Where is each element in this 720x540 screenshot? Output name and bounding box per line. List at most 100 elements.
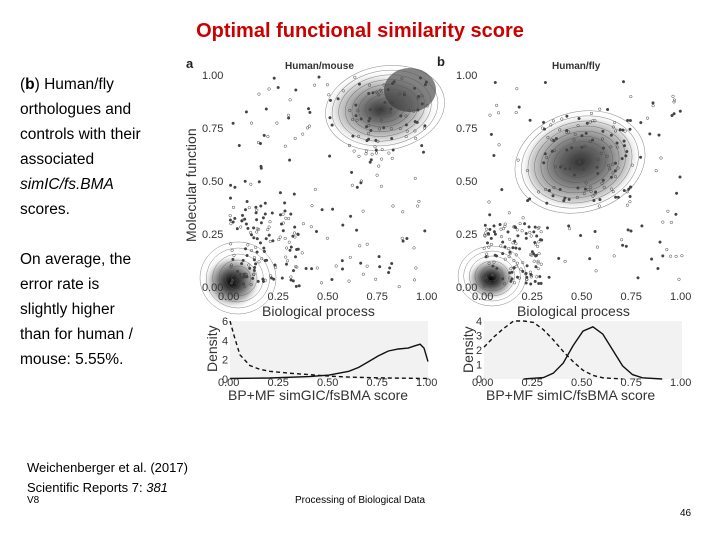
- scatter-point: [252, 236, 256, 240]
- scatter-point: [628, 127, 632, 131]
- scatter-point: [621, 243, 625, 247]
- scatter-point: [377, 112, 381, 116]
- density-x-tick-label: 0.00: [472, 377, 493, 389]
- scatter-point: [622, 144, 627, 148]
- scatter-point: [551, 194, 555, 198]
- scatter-point: [295, 265, 299, 269]
- scatter-point: [259, 164, 263, 168]
- scatter-point: [514, 264, 518, 269]
- x-tick-label: 0.75: [621, 291, 642, 303]
- scatter-point: [628, 200, 632, 204]
- scatter-point: [494, 279, 499, 283]
- scatter-point: [600, 137, 605, 141]
- scatter-point: [255, 227, 259, 231]
- scatter-point: [497, 143, 501, 147]
- scatter-point: [526, 199, 530, 203]
- scatter-point: [295, 247, 299, 252]
- slide-title: Optimal functional similarity score: [196, 20, 524, 42]
- density-panel-b: 0.00 0.25 0.50 0.75 1.00 0 1 2 3 4: [472, 316, 691, 389]
- scatter-point: [420, 102, 424, 106]
- scatter-point: [485, 255, 489, 259]
- density-x-tick-label: 0.50: [317, 377, 338, 389]
- scatter-point: [583, 187, 587, 191]
- scatter-point: [539, 262, 543, 266]
- scatter-point: [630, 163, 634, 167]
- density-x-tick-label: 0.25: [522, 377, 543, 389]
- scatter-point: [591, 138, 595, 142]
- x-tick-label: 0.25: [522, 291, 543, 303]
- scatter-point: [665, 248, 669, 252]
- scatter-point: [622, 188, 626, 193]
- scatter-point: [306, 107, 311, 111]
- scatter-point: [654, 169, 658, 173]
- scatter-point: [283, 144, 287, 148]
- scatter-point: [389, 100, 393, 104]
- density-x-tick-label: 0.75: [621, 377, 642, 389]
- scatter-point: [512, 266, 516, 270]
- scatter-point: [233, 185, 237, 189]
- scatter-point: [594, 190, 598, 194]
- scatter-point: [563, 259, 567, 263]
- scatter-point: [536, 226, 540, 230]
- density-y-tick-label: 2: [476, 345, 482, 357]
- scatter-point: [669, 220, 673, 224]
- scatter-point: [584, 131, 588, 135]
- scatter-point: [229, 265, 233, 269]
- scatter-point: [307, 124, 312, 128]
- scatter-point: [484, 227, 489, 231]
- scatter-point: [598, 107, 602, 111]
- scatter-point: [622, 139, 626, 143]
- controls-density-line: [483, 320, 623, 380]
- scatter-point: [415, 120, 419, 124]
- scatter-point: [594, 269, 598, 273]
- scatter-point: [639, 121, 643, 125]
- scatter-point: [529, 234, 533, 238]
- scatter-point: [292, 231, 297, 235]
- scatter-point: [580, 134, 584, 138]
- scatter-point: [259, 221, 263, 225]
- scatter-point: [659, 156, 663, 160]
- scatter-point: [357, 134, 361, 138]
- scatter-point: [261, 216, 265, 220]
- scatter-point: [367, 119, 371, 123]
- scatter-point: [610, 187, 614, 191]
- scatter-point: [252, 268, 256, 272]
- scatter-point: [487, 200, 491, 204]
- scatter-point: [611, 162, 615, 166]
- scatter-point: [615, 145, 619, 149]
- scatter-point: [399, 114, 403, 118]
- y-axis-label: Molecular function: [183, 128, 199, 242]
- contour-line: [199, 241, 277, 315]
- density-blob: [465, 257, 517, 301]
- scatter-point: [500, 188, 504, 192]
- scatter-point: [565, 148, 569, 152]
- scatter-point: [648, 132, 652, 136]
- body-line: slightly higher: [20, 301, 115, 318]
- scatter-point: [413, 129, 417, 133]
- scatter-point: [359, 261, 363, 265]
- scatter-point: [508, 237, 512, 241]
- scatter-point: [609, 175, 613, 179]
- scatter-point: [257, 260, 261, 264]
- scatter-point: [357, 154, 361, 158]
- scatter-point: [243, 247, 248, 251]
- scatter-point: [553, 165, 557, 169]
- scatter-point: [490, 273, 495, 277]
- scatter-point: [294, 284, 298, 288]
- contour-line: [345, 79, 425, 137]
- scatter-point: [527, 225, 531, 229]
- scatter-point: [579, 233, 583, 238]
- scatter-point: [627, 187, 631, 191]
- scatter-point: [651, 101, 655, 105]
- scatter-point: [229, 263, 233, 267]
- scatter-point: [666, 209, 670, 213]
- scatter-point: [347, 279, 351, 283]
- scatter-point: [382, 126, 386, 130]
- scatter-point: [254, 205, 258, 209]
- scatter-point: [542, 161, 546, 165]
- scatter-point: [272, 76, 276, 80]
- scatter-point: [269, 276, 274, 280]
- density-x-tick-label: 0.50: [571, 377, 592, 389]
- scatter-point: [417, 199, 421, 203]
- scatter-point: [301, 132, 305, 136]
